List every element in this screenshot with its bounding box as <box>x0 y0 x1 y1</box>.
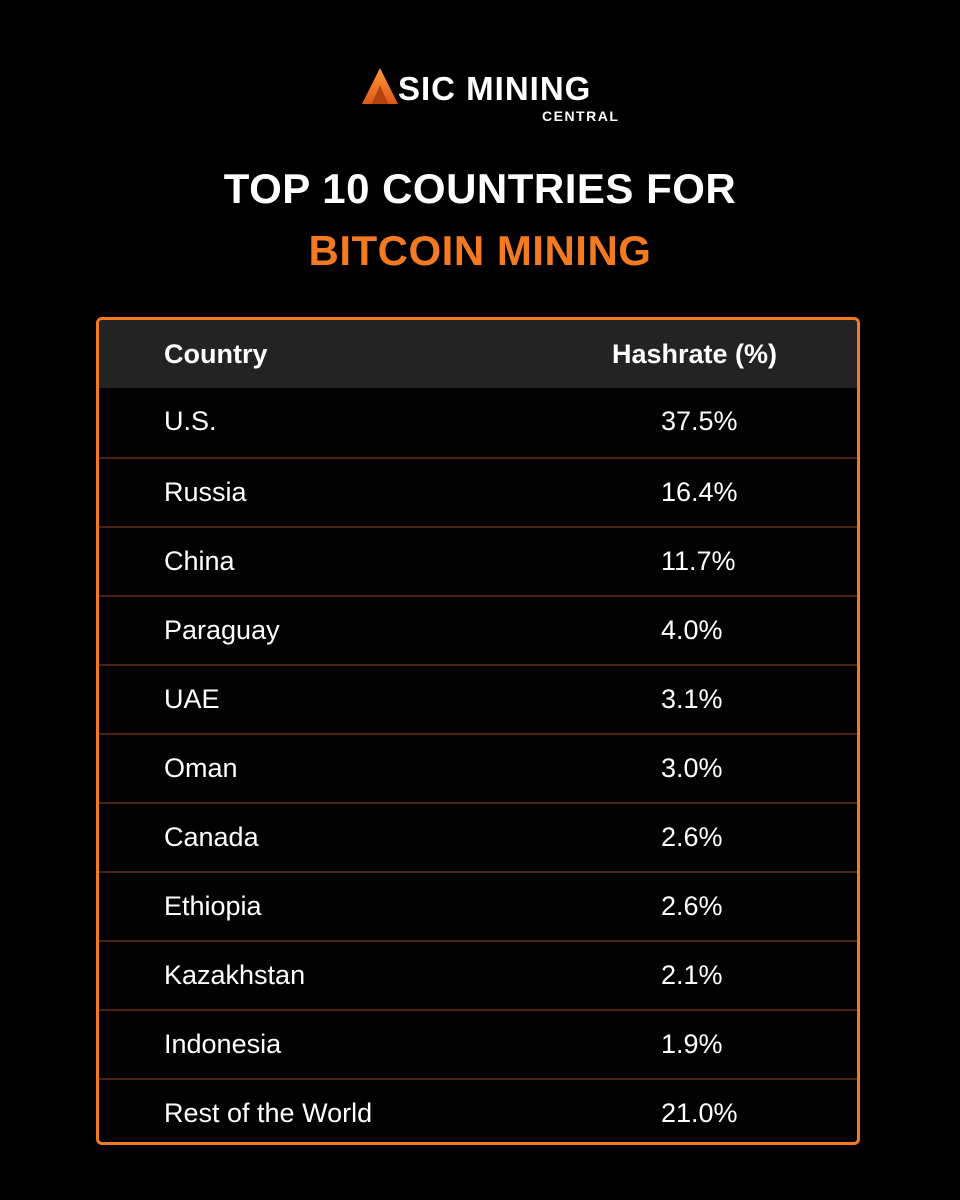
cell-hashrate: 2.6% <box>661 891 723 921</box>
cell-hashrate: 3.0% <box>661 753 723 783</box>
cell-hashrate: 3.1% <box>661 684 723 714</box>
cell-hashrate: 16.4% <box>661 477 738 507</box>
cell-hashrate: 11.7% <box>661 546 736 576</box>
table-header: Country Hashrate (%) <box>99 320 857 388</box>
column-header-country: Country <box>164 339 268 369</box>
table-row: UAE 3.1% <box>99 664 857 733</box>
column-header-hashrate: Hashrate (%) <box>612 339 778 369</box>
cell-country: Paraguay <box>164 615 280 645</box>
logo-a-icon <box>362 68 398 104</box>
brand-subname: CENTRAL <box>542 108 620 124</box>
cell-country: Oman <box>164 753 238 783</box>
table-row: Russia 16.4% <box>99 457 857 526</box>
table-row: Indonesia 1.9% <box>99 1009 857 1078</box>
cell-hashrate: 2.1% <box>661 960 723 990</box>
cell-country: Russia <box>164 477 247 507</box>
cell-hashrate: 1.9% <box>661 1029 723 1059</box>
brand-name: SIC MINING <box>398 70 592 107</box>
cell-hashrate: 4.0% <box>661 615 723 645</box>
cell-country: Canada <box>164 822 259 852</box>
table-row: Paraguay 4.0% <box>99 595 857 664</box>
table-row: Canada 2.6% <box>99 802 857 871</box>
cell-country: Rest of the World <box>164 1098 373 1128</box>
cell-hashrate: 37.5% <box>661 406 738 436</box>
brand-logo: SIC MINING CENTRAL <box>360 66 618 126</box>
cell-country: China <box>164 546 235 576</box>
table-row: Oman 3.0% <box>99 733 857 802</box>
cell-hashrate: 2.6% <box>661 822 723 852</box>
page-title-line2: BITCOIN MINING <box>308 227 652 274</box>
page-title-line1: TOP 10 COUNTRIES FOR <box>223 165 737 212</box>
cell-country: Indonesia <box>164 1029 282 1059</box>
cell-country: U.S. <box>164 406 217 436</box>
cell-country: Kazakhstan <box>164 960 306 990</box>
cell-hashrate: 21.0% <box>661 1098 738 1128</box>
table-row: Ethiopia 2.6% <box>99 871 857 940</box>
table-row: U.S. 37.5% <box>99 388 857 457</box>
table-row: Kazakhstan 2.1% <box>99 940 857 1009</box>
table-row: China 11.7% <box>99 526 857 595</box>
table-row: Rest of the World 21.0% <box>99 1078 857 1142</box>
cell-country: UAE <box>164 684 220 714</box>
cell-country: Ethiopia <box>164 891 262 921</box>
hashrate-table: Country Hashrate (%) U.S. 37.5% Russia 16.4… <box>96 317 860 1145</box>
table-body: U.S. 37.5% Russia 16.4% China 11.7% Paraguay 4.… <box>99 388 857 1142</box>
